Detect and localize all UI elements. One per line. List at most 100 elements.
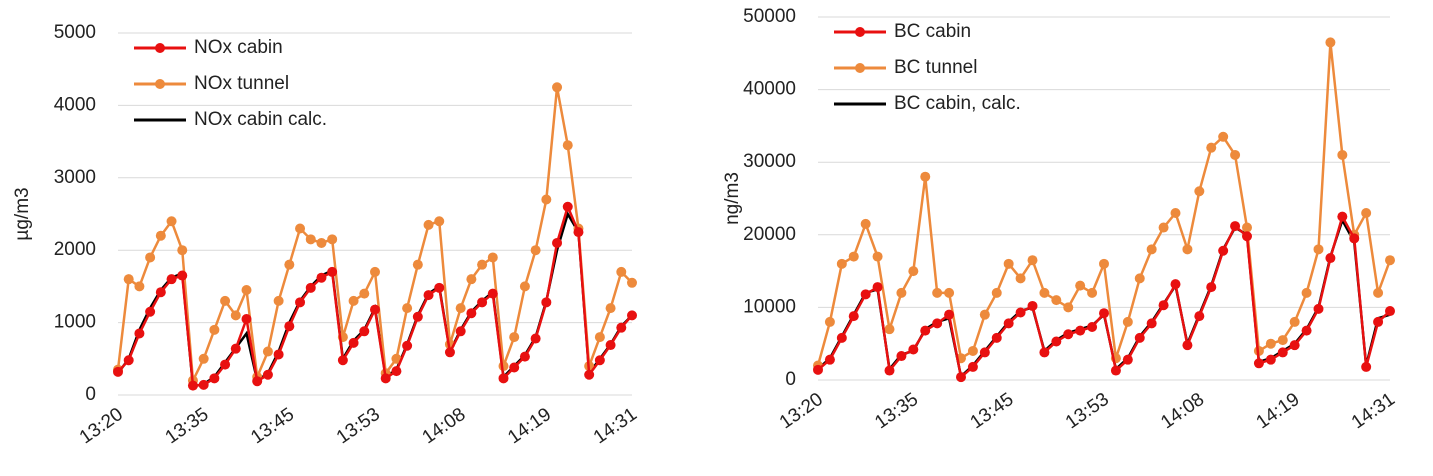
data-point bbox=[1087, 287, 1098, 298]
data-point bbox=[391, 366, 402, 377]
y-tick-label: 30000 bbox=[743, 151, 796, 172]
data-point bbox=[1325, 37, 1336, 48]
data-point bbox=[166, 216, 177, 227]
data-point bbox=[552, 237, 563, 248]
y-tick-label: 4000 bbox=[54, 94, 96, 115]
x-tick-label: 14:31 bbox=[590, 404, 641, 448]
data-point bbox=[370, 304, 380, 315]
data-point bbox=[552, 82, 563, 93]
data-point bbox=[1253, 358, 1264, 369]
data-point bbox=[872, 251, 883, 262]
data-point bbox=[908, 344, 919, 355]
data-point bbox=[359, 326, 370, 337]
data-point bbox=[477, 259, 488, 270]
data-point bbox=[562, 140, 573, 151]
data-point bbox=[1265, 354, 1276, 365]
data-point bbox=[1075, 325, 1086, 336]
data-point bbox=[1099, 258, 1109, 269]
data-point bbox=[848, 251, 859, 262]
data-point bbox=[177, 245, 188, 256]
data-point bbox=[979, 309, 990, 320]
data-point bbox=[477, 297, 488, 308]
data-point bbox=[241, 313, 252, 324]
data-point bbox=[1194, 186, 1205, 197]
data-point bbox=[1003, 318, 1014, 329]
data-point bbox=[1337, 211, 1348, 222]
data-point bbox=[1099, 308, 1109, 319]
data-point bbox=[605, 340, 616, 351]
data-point bbox=[166, 274, 177, 285]
data-point bbox=[305, 282, 316, 293]
data-point bbox=[1289, 340, 1300, 351]
data-point bbox=[391, 353, 402, 364]
y-tick-label: 3000 bbox=[54, 167, 96, 188]
data-point bbox=[1134, 332, 1145, 343]
legend-marker bbox=[155, 79, 165, 89]
data-point bbox=[884, 365, 895, 376]
data-point bbox=[380, 373, 391, 384]
data-point bbox=[134, 281, 145, 292]
data-point bbox=[1218, 131, 1229, 142]
legend-label: BC cabin bbox=[894, 21, 971, 42]
data-point bbox=[1110, 365, 1121, 376]
data-point bbox=[1158, 300, 1169, 311]
data-point bbox=[530, 245, 541, 256]
data-point bbox=[187, 380, 198, 391]
data-point bbox=[1230, 149, 1241, 160]
data-point bbox=[1277, 335, 1288, 346]
data-point bbox=[872, 282, 883, 293]
data-point bbox=[1385, 306, 1395, 317]
data-point bbox=[1301, 287, 1312, 298]
data-point bbox=[1313, 244, 1324, 255]
legend-marker bbox=[855, 63, 865, 73]
data-point bbox=[932, 287, 943, 298]
data-point bbox=[498, 373, 509, 384]
data-point bbox=[509, 332, 520, 343]
data-point bbox=[509, 362, 520, 373]
x-tick-label: 13:20 bbox=[76, 404, 127, 448]
data-point bbox=[530, 333, 541, 344]
data-point bbox=[123, 274, 134, 285]
y-tick-label: 1000 bbox=[54, 312, 96, 333]
data-point bbox=[177, 270, 188, 281]
data-point bbox=[944, 287, 955, 298]
data-point bbox=[1337, 149, 1348, 160]
data-point bbox=[284, 259, 295, 270]
data-point bbox=[896, 287, 907, 298]
data-point bbox=[1230, 221, 1241, 232]
y-axis-label: ng/m3 bbox=[722, 172, 743, 225]
data-point bbox=[487, 288, 498, 299]
data-point bbox=[230, 310, 241, 321]
data-point bbox=[1134, 273, 1145, 284]
data-point bbox=[1027, 300, 1038, 311]
data-point bbox=[1325, 253, 1336, 264]
data-point bbox=[967, 345, 978, 356]
data-point bbox=[860, 218, 871, 229]
data-point bbox=[295, 297, 306, 308]
series-line bbox=[116, 87, 633, 386]
data-point bbox=[295, 223, 306, 234]
y-tick-label: 0 bbox=[785, 369, 796, 390]
data-point bbox=[1242, 231, 1252, 242]
legend-marker bbox=[155, 43, 165, 53]
data-point bbox=[198, 379, 209, 390]
data-point bbox=[1146, 318, 1157, 329]
data-point bbox=[423, 219, 434, 230]
data-point bbox=[359, 288, 370, 299]
data-point bbox=[262, 369, 273, 380]
data-point bbox=[487, 252, 498, 263]
data-point bbox=[932, 318, 943, 329]
data-point bbox=[305, 234, 316, 245]
data-point bbox=[1015, 273, 1026, 284]
data-point bbox=[824, 354, 835, 365]
data-point bbox=[466, 308, 477, 319]
data-point bbox=[402, 340, 413, 351]
data-point bbox=[434, 282, 445, 293]
y-tick-label: 20000 bbox=[743, 224, 796, 245]
data-point bbox=[1039, 287, 1050, 298]
data-point bbox=[423, 290, 434, 301]
data-point bbox=[337, 355, 348, 366]
data-point bbox=[1361, 208, 1372, 219]
data-point bbox=[1301, 325, 1312, 336]
